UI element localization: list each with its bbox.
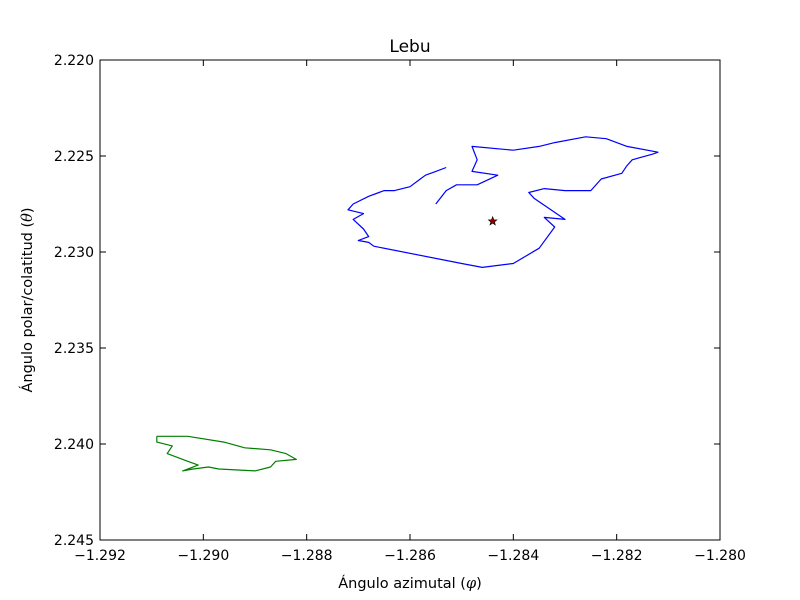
x-tick-label: −1.290	[177, 548, 229, 564]
plot-frame	[99, 59, 721, 541]
y-axis-label-symbol: θ	[20, 213, 36, 222]
x-tick-label: −1.286	[384, 548, 436, 564]
y-axis-label: Ángulo polar/colatitud (θ)	[19, 207, 36, 392]
chart-title: Lebu	[389, 37, 430, 57]
y-tick-label: 2.240	[54, 437, 94, 453]
ticks-layer: −1.292 −1.290 −1.288 −1.286 −1.284 −1.282 −1.2…	[54, 53, 746, 564]
x-tick-label: −1.292	[74, 548, 126, 564]
x-axis-label: Ángulo azimutal (φ)	[338, 575, 482, 592]
y-axis-label-end: )	[20, 207, 36, 213]
x-tick-label: −1.282	[591, 548, 643, 564]
x-tick-label: −1.280	[694, 548, 746, 564]
x-axis-label-end: )	[476, 576, 482, 592]
y-axis-label-main: Ángulo polar/colatitud (	[19, 222, 36, 393]
series-layer	[156, 136, 659, 472]
x-tick-label: −1.288	[281, 548, 333, 564]
x-axis-label-main: Ángulo azimutal (	[338, 575, 466, 592]
y-tick-label: 2.225	[54, 149, 94, 165]
x-tick-label: −1.284	[487, 548, 539, 564]
x-axis-label-symbol: φ	[466, 576, 477, 592]
y-tick-label: 2.220	[54, 53, 94, 69]
y-tick-label: 2.230	[54, 245, 94, 261]
series-line-1	[156, 435, 297, 472]
star-marker	[487, 215, 498, 226]
y-tick-label: 2.235	[54, 341, 94, 357]
y-tick-label: 2.245	[54, 533, 94, 549]
series-line-0	[347, 136, 659, 268]
